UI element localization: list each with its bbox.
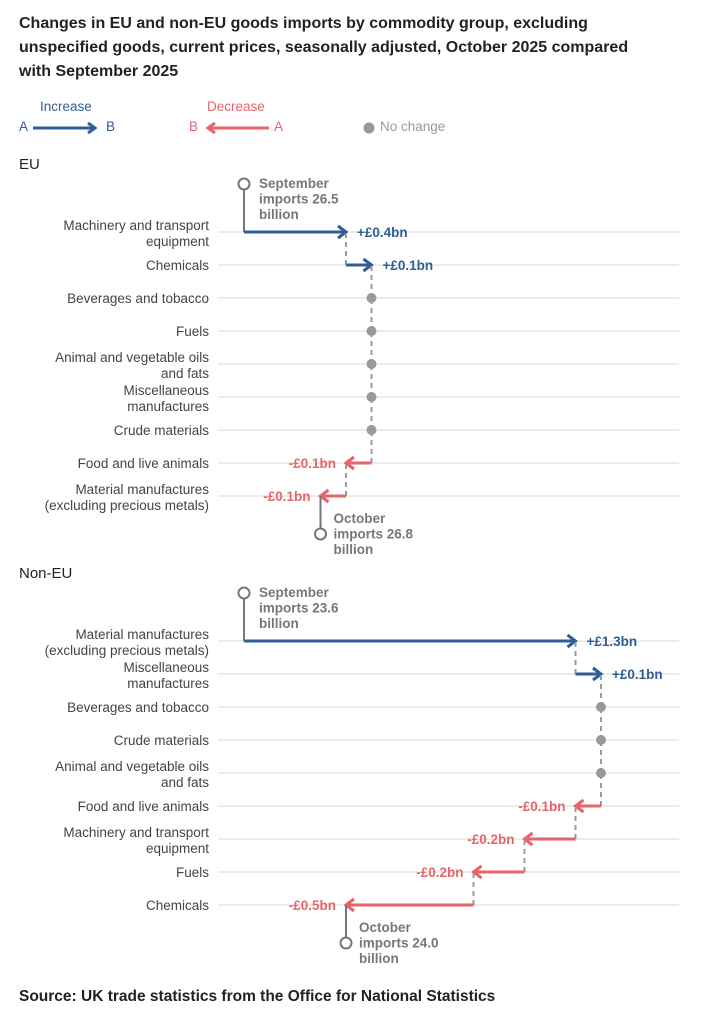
legend-increase-label: Increase: [40, 99, 92, 114]
category-label: Fuels: [176, 865, 209, 880]
panel-title-eu: EU: [19, 156, 40, 173]
legend-decrease-label: Decrease: [207, 99, 265, 114]
category-label: Food and live animals: [78, 456, 210, 471]
change-label: +£0.1bn: [383, 258, 434, 273]
start-annotation: September imports 23.6 billion: [259, 585, 339, 631]
category-label: Material manufactures (excluding precious…: [45, 627, 210, 658]
no-change-dot: [596, 702, 606, 712]
increase-arrowhead: [362, 257, 374, 273]
category-label: Fuels: [176, 324, 209, 339]
chart-title: Changes in EU and non-EU goods imports b…: [19, 15, 629, 80]
end-marker: [339, 936, 353, 950]
no-change-dot: [366, 359, 377, 369]
legend-increase-to: B: [106, 119, 116, 134]
category-label: Chemicals: [146, 258, 209, 273]
end-annotation: October imports 26.8 billion: [334, 511, 414, 557]
no-change-dot: [366, 392, 377, 402]
decrease-arrowhead: [573, 798, 585, 814]
category-label: Miscellaneous manufactures: [123, 660, 209, 691]
legend-decrease-from: A: [274, 119, 284, 134]
category-label: Material manufactures (excluding precious…: [45, 482, 210, 513]
category-label: Beverages and tobacco: [67, 291, 209, 306]
no-change-dot: [366, 326, 377, 336]
increase-arrowhead: [592, 666, 604, 682]
category-label: Chemicals: [146, 898, 209, 913]
increase-arrowhead: [566, 633, 578, 649]
change-label: -£0.2bn: [467, 832, 514, 847]
change-label: -£0.1bn: [518, 799, 565, 814]
category-label: Crude materials: [114, 733, 210, 748]
category-label: Beverages and tobacco: [67, 700, 209, 715]
change-label: -£0.1bn: [289, 456, 336, 471]
change-label: +£0.4bn: [357, 225, 408, 240]
no-change-dot: [596, 735, 606, 745]
legend-no-change-label: No change: [380, 119, 446, 134]
change-label: -£0.5bn: [289, 898, 336, 913]
panel-title-non-eu: Non-EU: [19, 565, 73, 582]
category-label: Crude materials: [114, 423, 210, 438]
category-label: Machinery and transport equipment: [63, 218, 209, 249]
legend: Increase A B Decrease B A No change: [0, 96, 709, 136]
legend-increase-arrow-icon: [33, 122, 98, 134]
start-marker: [237, 586, 251, 600]
end-marker: [314, 527, 327, 541]
category-label: Miscellaneous manufactures: [123, 383, 209, 414]
change-label: -£0.2bn: [416, 865, 463, 880]
change-label: +£0.1bn: [612, 667, 663, 682]
legend-decrease-arrow-icon: [205, 122, 269, 134]
change-label: +£1.3bn: [587, 634, 638, 649]
legend-no-change-dot-icon: [363, 122, 375, 134]
source-note: Source: UK trade statistics from the Off…: [19, 988, 496, 1005]
decrease-arrowhead: [343, 455, 355, 471]
category-label: Animal and vegetable oils and fats: [55, 350, 209, 381]
decrease-arrowhead: [522, 831, 534, 847]
no-change-dot: [596, 768, 606, 778]
legend-decrease-to: B: [189, 119, 199, 134]
category-label: Food and live animals: [78, 799, 210, 814]
change-label: -£0.1bn: [263, 489, 310, 504]
category-label: Animal and vegetable oils and fats: [55, 759, 209, 790]
legend-increase-from: A: [19, 119, 29, 134]
no-change-dot: [366, 293, 377, 303]
no-change-dot: [366, 425, 377, 435]
end-annotation: October imports 24.0 billion: [359, 920, 439, 966]
start-annotation: September imports 26.5 billion: [259, 176, 339, 222]
start-marker: [237, 177, 251, 191]
category-label: Machinery and transport equipment: [63, 825, 209, 856]
increase-arrowhead: [337, 224, 349, 240]
decrease-arrowhead: [471, 864, 483, 880]
